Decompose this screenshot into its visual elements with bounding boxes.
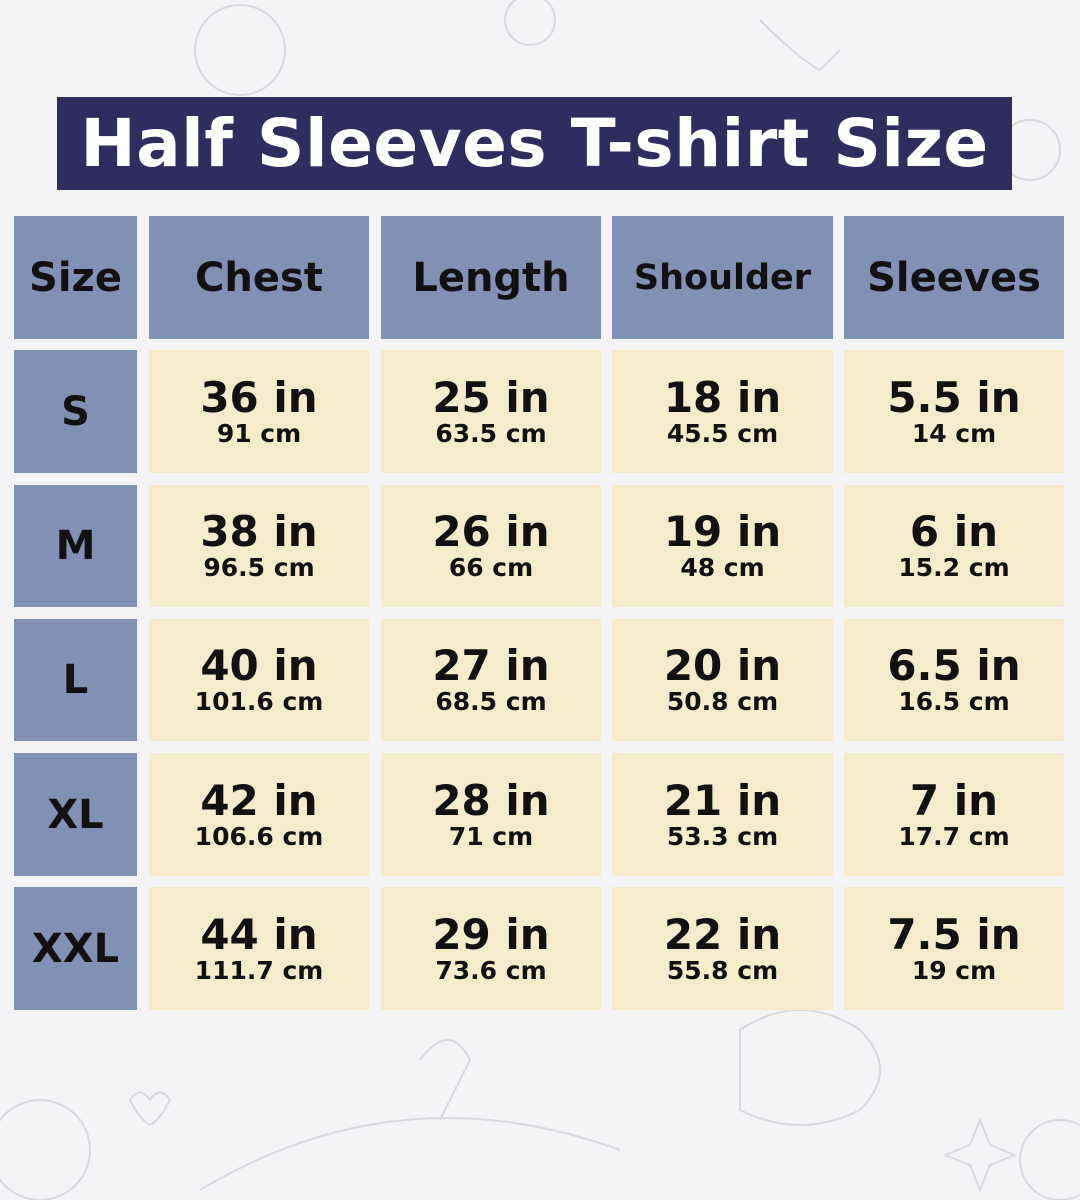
size-label-s: S xyxy=(14,350,137,473)
table-cell: 6.5 in 16.5 cm xyxy=(844,619,1064,741)
inch-value: 28 in xyxy=(432,775,550,825)
size-label-xxl: XXL xyxy=(14,887,137,1010)
cm-value: 101.6 cm xyxy=(194,687,324,716)
column-header-shoulder: Shoulder xyxy=(612,216,833,339)
column-header-sleeves: Sleeves xyxy=(844,216,1064,339)
table-cell: 20 in 50.8 cm xyxy=(612,619,833,741)
table-cell: 38 in 96.5 cm xyxy=(149,485,369,607)
cm-value: 16.5 cm xyxy=(898,687,1010,716)
inch-value: 19 in xyxy=(663,507,782,556)
size-label-xl: XL xyxy=(14,753,137,876)
inch-value: 26 in xyxy=(432,507,550,556)
inch-value: 42 in xyxy=(200,775,318,825)
cm-value: 66 cm xyxy=(448,553,534,582)
cm-value: 50.8 cm xyxy=(666,687,779,716)
table-cell: 27 in 68.5 cm xyxy=(381,619,601,741)
table-cell: 42 in 106.6 cm xyxy=(149,753,369,876)
table-cell: 5.5 in 14 cm xyxy=(844,350,1064,473)
inch-value: 5.5 in xyxy=(887,372,1021,422)
inch-value: 18 in xyxy=(663,372,782,422)
inch-value: 29 in xyxy=(432,909,550,959)
cm-value: 15.2 cm xyxy=(898,553,1010,582)
cm-value: 71 cm xyxy=(448,821,534,851)
cm-value: 106.6 cm xyxy=(194,821,324,851)
inch-value: 6 in xyxy=(909,507,999,556)
cm-value: 96.5 cm xyxy=(203,553,315,582)
inch-value: 40 in xyxy=(200,641,318,690)
cm-value: 14 cm xyxy=(911,418,997,448)
table-cell: 36 in 91 cm xyxy=(149,350,369,473)
cm-value: 111.7 cm xyxy=(194,955,324,985)
table-cell: 26 in 66 cm xyxy=(381,485,601,607)
cm-value: 91 cm xyxy=(216,418,302,448)
inch-value: 7 in xyxy=(909,775,999,825)
cm-value: 53.3 cm xyxy=(666,821,779,851)
inch-value: 21 in xyxy=(663,775,782,825)
column-header-size: Size xyxy=(14,216,137,339)
table-cell: 7 in 17.7 cm xyxy=(844,753,1064,876)
table-cell: 19 in 48 cm xyxy=(612,485,833,607)
table-cell: 28 in 71 cm xyxy=(381,753,601,876)
table-cell: 18 in 45.5 cm xyxy=(612,350,833,473)
table-cell: 25 in 63.5 cm xyxy=(381,350,601,473)
cm-value: 63.5 cm xyxy=(435,418,547,448)
table-cell: 40 in 101.6 cm xyxy=(149,619,369,741)
table-cell: 6 in 15.2 cm xyxy=(844,485,1064,607)
size-label-l: L xyxy=(14,619,137,741)
size-label-m: M xyxy=(14,485,137,607)
inch-value: 25 in xyxy=(432,372,550,422)
table-cell: 7.5 in 19 cm xyxy=(844,887,1064,1010)
inch-value: 22 in xyxy=(663,909,782,959)
inch-value: 6.5 in xyxy=(887,641,1021,690)
inch-value: 27 in xyxy=(432,641,550,690)
table-cell: 44 in 111.7 cm xyxy=(149,887,369,1010)
cm-value: 19 cm xyxy=(911,955,997,985)
inch-value: 38 in xyxy=(200,507,318,556)
inch-value: 36 in xyxy=(200,372,318,422)
cm-value: 17.7 cm xyxy=(898,821,1010,851)
cm-value: 68.5 cm xyxy=(435,687,547,716)
inch-value: 44 in xyxy=(200,909,318,959)
cm-value: 55.8 cm xyxy=(666,955,779,985)
table-cell: 29 in 73.6 cm xyxy=(381,887,601,1010)
page-title: Half Sleeves T-shirt Size xyxy=(57,97,1012,190)
inch-value: 20 in xyxy=(663,641,782,690)
cm-value: 48 cm xyxy=(680,553,765,582)
inch-value: 7.5 in xyxy=(887,909,1021,959)
cm-value: 45.5 cm xyxy=(666,418,779,448)
column-header-length: Length xyxy=(381,216,601,339)
table-cell: 21 in 53.3 cm xyxy=(612,753,833,876)
cm-value: 73.6 cm xyxy=(435,955,547,985)
column-header-chest: Chest xyxy=(149,216,369,339)
table-cell: 22 in 55.8 cm xyxy=(612,887,833,1010)
